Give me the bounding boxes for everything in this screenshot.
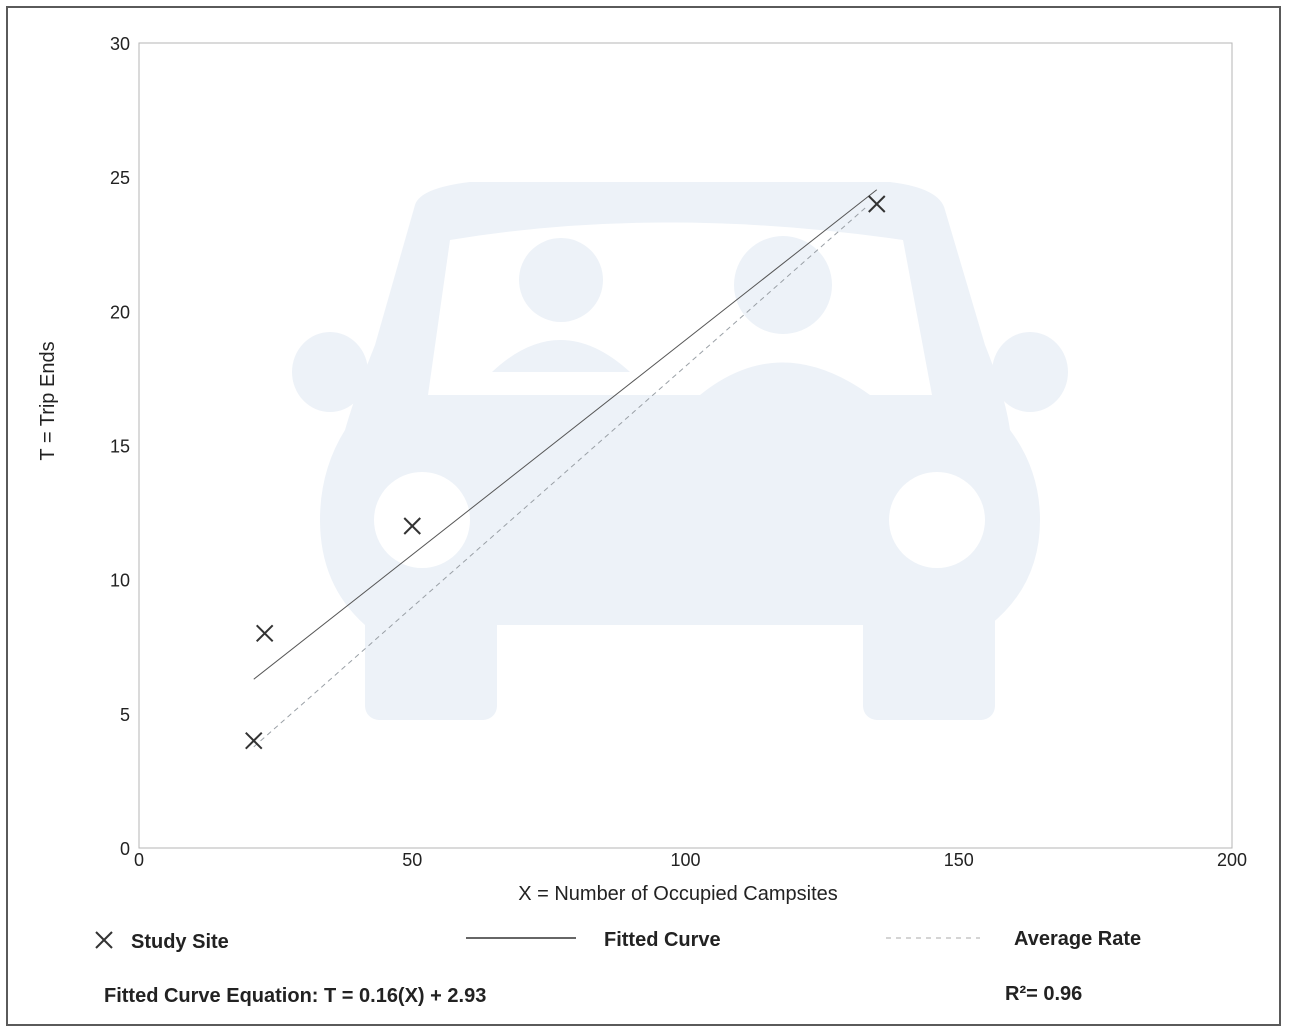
x-axis-ticks: 0 50 100 150 200 (134, 850, 1247, 870)
r-squared-value: R²= 0.96 (1005, 983, 1082, 1005)
chart-frame (6, 6, 1281, 1026)
y-tick-label: 25 (110, 168, 130, 188)
legend-average-rate-label: Average Rate (1014, 928, 1141, 950)
y-tick-label: 5 (120, 705, 130, 725)
study-site-points (245, 195, 886, 750)
y-axis-label: T = Trip Ends (37, 341, 59, 460)
legend-study-site-label: Study Site (131, 931, 229, 953)
study-site-point (403, 517, 421, 535)
y-axis-ticks: 0 5 10 15 20 25 30 (110, 34, 130, 859)
y-tick-label: 20 (110, 302, 130, 322)
x-tick-label: 100 (670, 850, 700, 870)
car-with-passengers-icon (292, 182, 1068, 720)
x-tick-label: 50 (402, 850, 422, 870)
legend-study-site-marker (95, 931, 113, 949)
study-site-point (255, 624, 274, 643)
x-tick-label: 150 (944, 850, 974, 870)
study-site-point (868, 195, 886, 213)
y-tick-label: 30 (110, 34, 130, 54)
legend-fitted-curve-label: Fitted Curve (604, 929, 721, 951)
study-site-point (245, 731, 263, 750)
y-tick-label: 0 (120, 839, 130, 859)
fitted-curve-line (253, 189, 878, 680)
y-tick-label: 10 (110, 571, 130, 591)
x-axis-label: X = Number of Occupied Campsites (518, 883, 838, 905)
legend: Study Site Fitted Curve Average Rate (95, 928, 1141, 953)
fitted-curve-equation: Fitted Curve Equation: T = 0.16(X) + 2.9… (104, 985, 486, 1007)
y-tick-label: 15 (110, 437, 130, 457)
plot-area (138, 42, 1233, 849)
average-rate-line (253, 207, 867, 748)
x-tick-label: 200 (1217, 850, 1247, 870)
x-tick-label: 0 (134, 850, 144, 870)
